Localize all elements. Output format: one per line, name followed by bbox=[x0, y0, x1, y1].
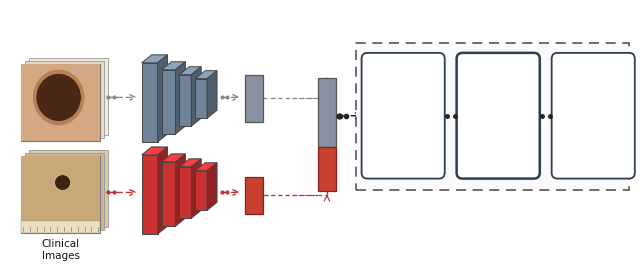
Polygon shape bbox=[162, 154, 186, 162]
FancyBboxPatch shape bbox=[21, 221, 100, 233]
Polygon shape bbox=[191, 67, 201, 126]
Polygon shape bbox=[179, 159, 201, 167]
FancyBboxPatch shape bbox=[552, 53, 635, 179]
Text: Dermoscopy
Images: Dermoscopy Images bbox=[28, 157, 93, 178]
Polygon shape bbox=[142, 155, 157, 234]
Polygon shape bbox=[207, 163, 217, 210]
FancyBboxPatch shape bbox=[318, 78, 336, 147]
FancyBboxPatch shape bbox=[21, 64, 100, 141]
Polygon shape bbox=[195, 171, 207, 210]
FancyBboxPatch shape bbox=[244, 177, 262, 214]
FancyBboxPatch shape bbox=[21, 64, 100, 141]
Polygon shape bbox=[142, 63, 157, 142]
Text: Classification
Heads: Classification Heads bbox=[558, 105, 628, 127]
Polygon shape bbox=[179, 67, 201, 75]
Polygon shape bbox=[162, 62, 186, 70]
FancyBboxPatch shape bbox=[25, 153, 104, 230]
Polygon shape bbox=[142, 147, 168, 155]
Polygon shape bbox=[142, 55, 168, 63]
FancyBboxPatch shape bbox=[29, 150, 108, 227]
Polygon shape bbox=[195, 163, 217, 171]
Polygon shape bbox=[179, 75, 191, 126]
FancyBboxPatch shape bbox=[21, 156, 100, 233]
Polygon shape bbox=[195, 79, 207, 118]
FancyBboxPatch shape bbox=[21, 156, 100, 233]
Polygon shape bbox=[207, 71, 217, 118]
FancyBboxPatch shape bbox=[456, 53, 540, 179]
Polygon shape bbox=[157, 55, 168, 142]
Polygon shape bbox=[175, 62, 186, 134]
Ellipse shape bbox=[37, 74, 81, 120]
Polygon shape bbox=[191, 159, 201, 218]
Polygon shape bbox=[195, 71, 217, 79]
Polygon shape bbox=[157, 147, 168, 234]
FancyBboxPatch shape bbox=[244, 75, 262, 122]
Text: Clinical
Images: Clinical Images bbox=[42, 239, 80, 261]
Polygon shape bbox=[175, 154, 186, 226]
FancyBboxPatch shape bbox=[29, 58, 108, 135]
FancyBboxPatch shape bbox=[356, 43, 629, 191]
Text: Label
Relation
Aware
Module: Label Relation Aware Module bbox=[477, 93, 520, 138]
FancyBboxPatch shape bbox=[318, 147, 336, 191]
Polygon shape bbox=[162, 70, 175, 134]
FancyBboxPatch shape bbox=[21, 156, 100, 233]
FancyBboxPatch shape bbox=[25, 61, 104, 138]
Polygon shape bbox=[179, 167, 191, 218]
Text: Label
Projection
Heads: Label Projection Heads bbox=[377, 99, 429, 132]
Ellipse shape bbox=[33, 70, 84, 125]
Text: Classifier: Classifier bbox=[363, 47, 411, 57]
Polygon shape bbox=[162, 162, 175, 226]
Ellipse shape bbox=[56, 176, 70, 189]
FancyBboxPatch shape bbox=[362, 53, 445, 179]
FancyBboxPatch shape bbox=[21, 64, 100, 141]
